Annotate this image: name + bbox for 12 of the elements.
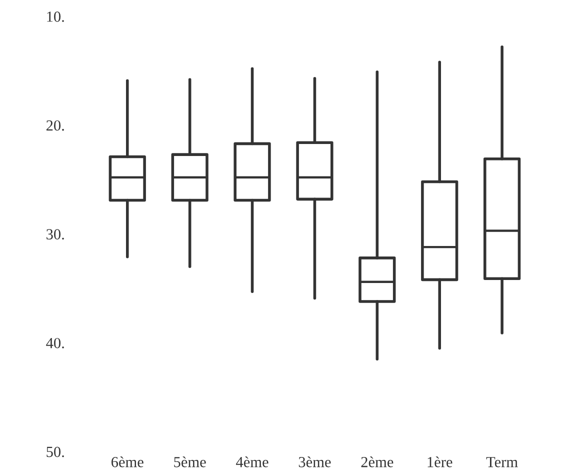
x-tick-label: 4ème [236, 456, 268, 468]
y-tick-label: 40. [46, 338, 64, 348]
x-tick-label: 6ème [112, 456, 144, 468]
y-tick-label: 30. [46, 229, 64, 240]
x-tick-label: Term [486, 457, 518, 468]
x-tick-label: 5ème [174, 456, 206, 468]
y-tick-label: 10. [47, 12, 64, 22]
y-tick-label: 50. [46, 446, 64, 458]
y-tick-label: 20. [46, 120, 64, 131]
x-tick-label: 3ème [298, 456, 331, 468]
x-tick-label: 2ème [361, 456, 394, 468]
x-tick-label: 1ère [428, 456, 452, 468]
